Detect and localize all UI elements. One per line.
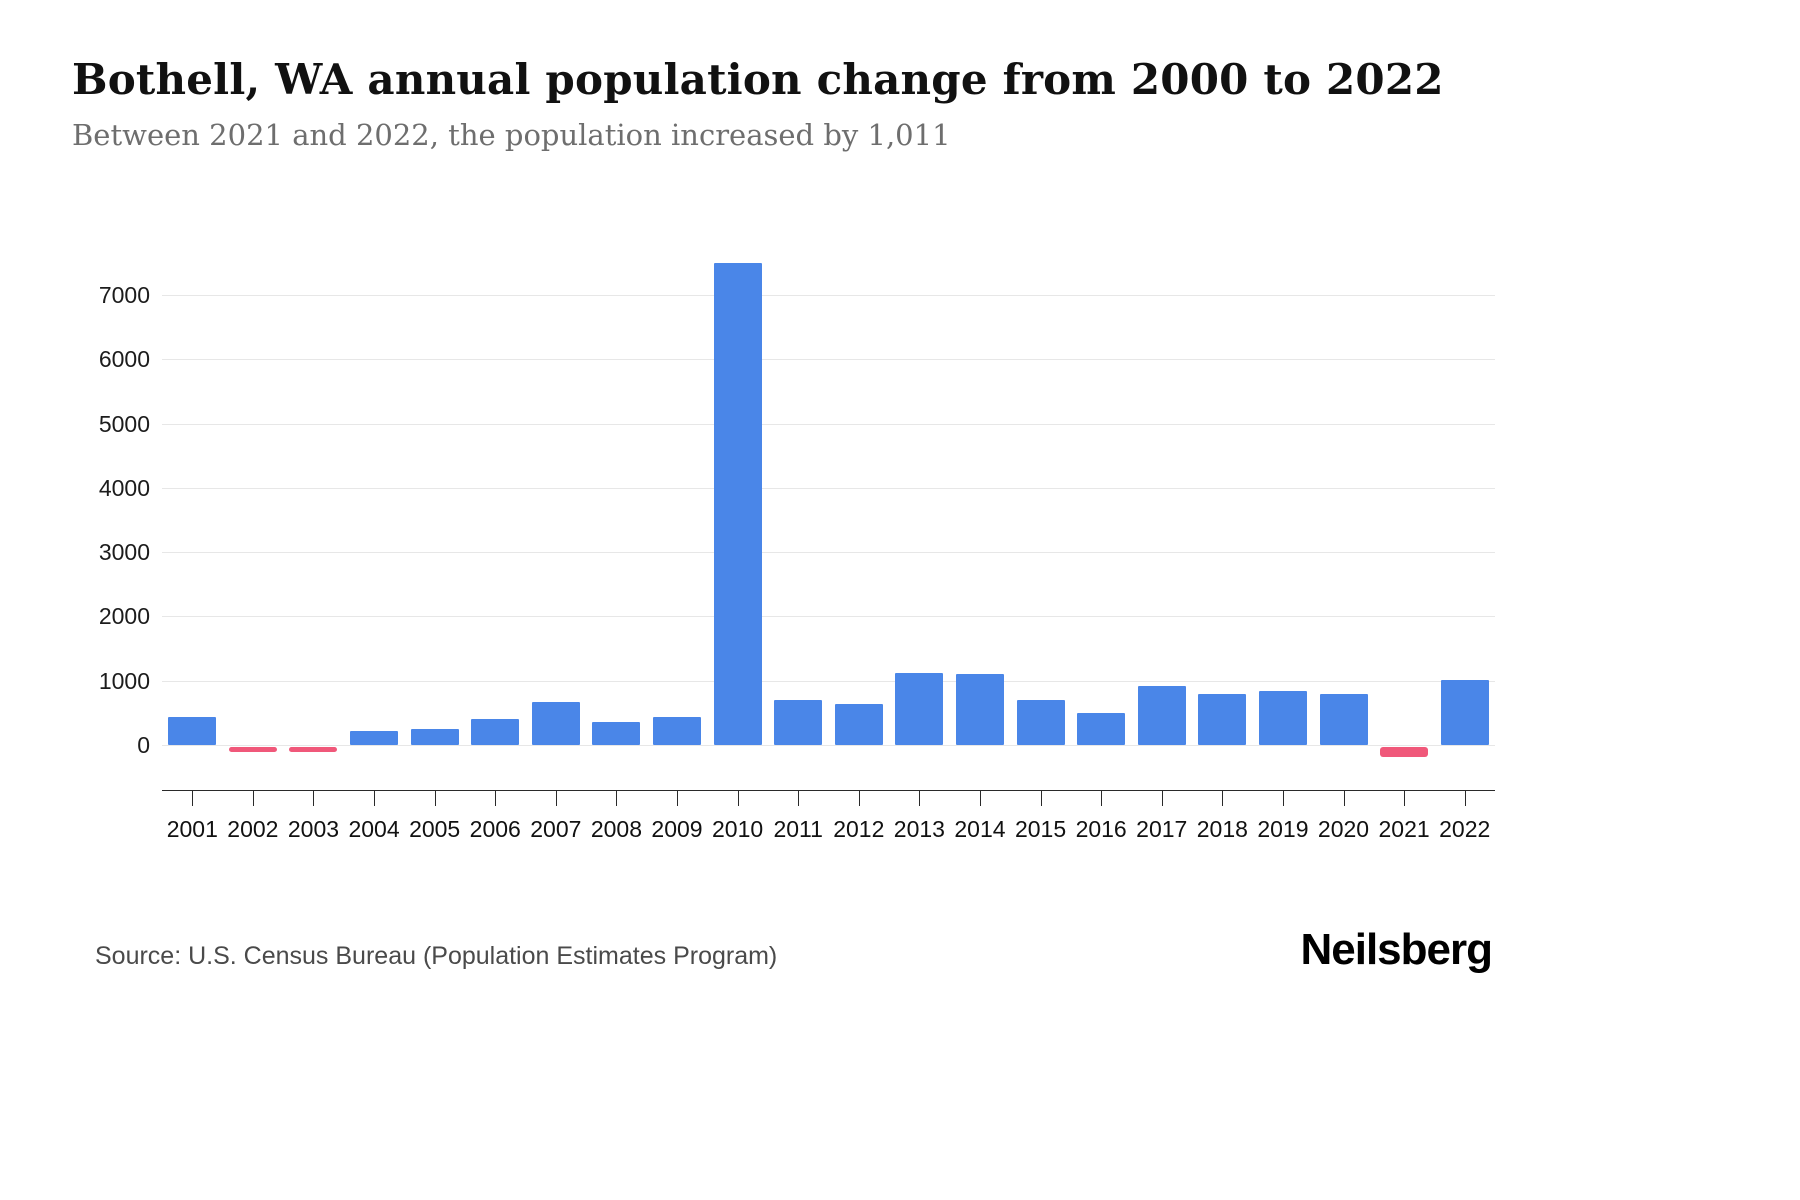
bar-2012 xyxy=(834,703,883,745)
x-tick-label: 2015 xyxy=(1014,816,1067,842)
gridline xyxy=(162,487,1495,489)
x-tick-label: 2019 xyxy=(1257,816,1309,842)
gridline xyxy=(162,423,1495,425)
gridline xyxy=(162,295,1495,296)
bar-2016 xyxy=(1077,712,1126,745)
y-tick-label: 5000 xyxy=(98,410,150,437)
x-tick-label: 2013 xyxy=(893,816,945,842)
bar-2021 xyxy=(1380,747,1429,757)
x-tick xyxy=(677,791,679,806)
x-tick-label: 2014 xyxy=(954,816,1006,842)
x-tick-label: 2017 xyxy=(1136,816,1188,842)
x-tick-label: 2022 xyxy=(1439,816,1491,842)
bar-2017 xyxy=(1137,685,1186,745)
y-tick-label: 4000 xyxy=(98,474,150,501)
x-tick xyxy=(1222,791,1224,806)
x-tick-label: 2005 xyxy=(409,816,461,842)
x-tick xyxy=(1101,791,1103,806)
bar-2006 xyxy=(471,718,520,745)
gridline xyxy=(162,552,1495,554)
bar-2022 xyxy=(1440,680,1489,745)
x-tick xyxy=(1404,791,1406,806)
bar-2005 xyxy=(410,728,459,745)
x-tick-label: 2003 xyxy=(287,816,340,842)
x-tick-label: 2018 xyxy=(1196,816,1248,842)
x-tick-label: 2008 xyxy=(590,816,642,842)
x-tick xyxy=(737,791,739,806)
gridline xyxy=(162,616,1495,618)
x-tick xyxy=(979,791,981,806)
y-tick-label: 1000 xyxy=(98,667,150,694)
bar-2009 xyxy=(653,717,702,745)
y-tick-label: 3000 xyxy=(98,539,150,566)
x-tick xyxy=(919,791,921,806)
x-tick xyxy=(1040,791,1042,806)
bar-2001 xyxy=(168,717,217,745)
chart-subtitle: Between 2021 and 2022, the population in… xyxy=(72,118,951,152)
x-axis-line xyxy=(162,790,1495,791)
x-tick-label: 2012 xyxy=(833,816,885,842)
x-tick xyxy=(434,791,436,806)
x-tick-label: 2009 xyxy=(651,816,703,842)
x-tick xyxy=(495,791,497,806)
x-tick-label: 2011 xyxy=(773,816,823,842)
y-tick-label: 6000 xyxy=(98,346,150,373)
bar-2018 xyxy=(1198,694,1247,745)
x-tick-label: 2004 xyxy=(348,816,400,842)
bar-2015 xyxy=(1016,700,1065,745)
bar-2002 xyxy=(228,747,277,753)
neilsberg-logo: Neilsberg xyxy=(1300,925,1493,974)
source-text: Source: U.S. Census Bureau (Population E… xyxy=(95,942,778,970)
bar-2008 xyxy=(592,721,641,745)
gridline xyxy=(162,359,1495,361)
x-tick xyxy=(555,791,557,806)
bar-2004 xyxy=(350,730,399,745)
gridline xyxy=(162,680,1495,682)
chart-title: Bothell, WA annual population change fro… xyxy=(72,55,1444,104)
x-tick xyxy=(1464,791,1466,806)
x-tick-label: 2002 xyxy=(227,816,279,842)
bar-2010 xyxy=(713,262,762,745)
x-tick-label: 2016 xyxy=(1075,816,1127,842)
x-tick-label: 2006 xyxy=(469,816,521,842)
x-tick xyxy=(374,791,376,806)
bar-2019 xyxy=(1258,691,1307,745)
x-tick xyxy=(313,791,315,806)
x-tick-label: 2020 xyxy=(1317,816,1370,842)
x-tick xyxy=(1161,791,1163,806)
x-tick xyxy=(1343,791,1345,806)
x-tick-label: 2007 xyxy=(530,816,582,842)
x-tick xyxy=(616,791,618,806)
x-tick-label: 2010 xyxy=(712,816,764,842)
x-tick xyxy=(252,791,254,806)
bar-2011 xyxy=(774,700,823,745)
y-tick-label: 0 xyxy=(137,732,150,758)
bar-2013 xyxy=(895,673,944,745)
y-tick-label: 2000 xyxy=(98,603,150,630)
bar-2003 xyxy=(289,747,338,753)
x-tick xyxy=(858,791,860,806)
x-tick-label: 2001 xyxy=(166,816,218,842)
bar-chart: 0 1000 2000 3000 4000 5000 6000 7000 2001 2002 200… xyxy=(99,240,1495,860)
x-tick xyxy=(1282,791,1284,806)
x-tick-label: 2021 xyxy=(1378,816,1430,842)
bar-2014 xyxy=(955,674,1004,745)
y-tick-label: 7000 xyxy=(98,282,150,308)
bar-2007 xyxy=(531,701,580,745)
x-tick xyxy=(192,791,194,806)
bar-2020 xyxy=(1319,694,1368,745)
gridline xyxy=(162,745,1495,746)
x-tick xyxy=(798,791,800,806)
